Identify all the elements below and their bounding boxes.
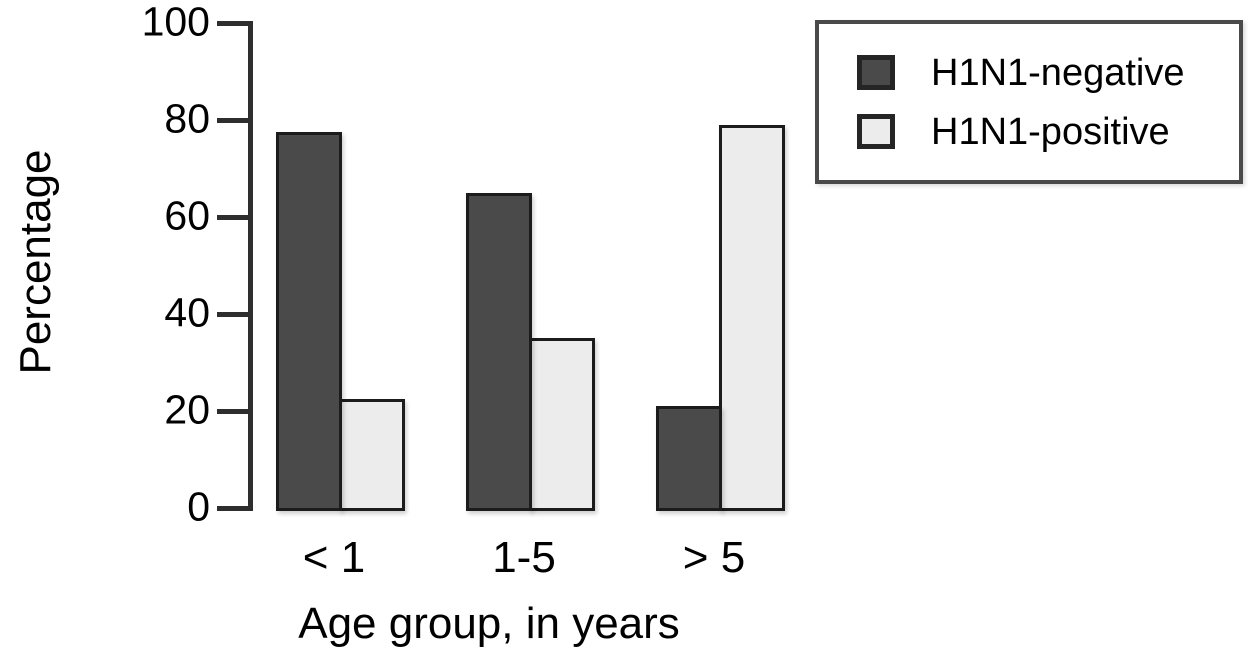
bar-h1n1-positive-1: [339, 398, 405, 511]
bar-h1n1-negative-5: [656, 406, 722, 511]
bar-h1n1-negative-1-5: [466, 192, 532, 511]
x-tick-label-1-5: 1-5: [492, 533, 556, 582]
legend-swatch-icon: [857, 55, 895, 90]
bar-h1n1-negative-1: [276, 132, 342, 511]
y-tick-mark-80: [217, 117, 250, 123]
y-tick-mark-0: [217, 505, 250, 511]
y-tick-label-60: 60: [164, 192, 210, 239]
y-tick-label-40: 40: [164, 289, 210, 336]
y-tick-label-80: 80: [164, 95, 210, 142]
x-tick-label-5: > 5: [682, 533, 746, 582]
y-axis-line: [248, 21, 253, 511]
y-tick-mark-20: [217, 408, 250, 414]
y-axis-title: Percentage: [11, 149, 60, 375]
bar-h1n1-positive-5: [719, 124, 785, 511]
y-tick-label-20: 20: [164, 386, 210, 433]
legend-label: H1N1-negative: [931, 51, 1185, 94]
bar-h1n1-positive-1-5: [529, 338, 595, 511]
y-tick-label-100: 100: [141, 0, 210, 45]
legend-label: H1N1-positive: [931, 110, 1170, 153]
legend: H1N1-negative H1N1-positive: [815, 20, 1243, 184]
x-axis-title: Age group, in years: [298, 599, 680, 648]
legend-swatch-icon: [857, 114, 895, 149]
legend-item-h1n1-negative: H1N1-negative: [857, 54, 1239, 92]
y-tick-mark-40: [217, 311, 250, 317]
x-tick-label-1: < 1: [302, 533, 366, 582]
y-tick-label-0: 0: [187, 483, 210, 530]
y-tick-mark-60: [217, 214, 250, 220]
y-tick-mark-100: [217, 20, 250, 26]
legend-item-h1n1-positive: H1N1-positive: [857, 113, 1239, 151]
